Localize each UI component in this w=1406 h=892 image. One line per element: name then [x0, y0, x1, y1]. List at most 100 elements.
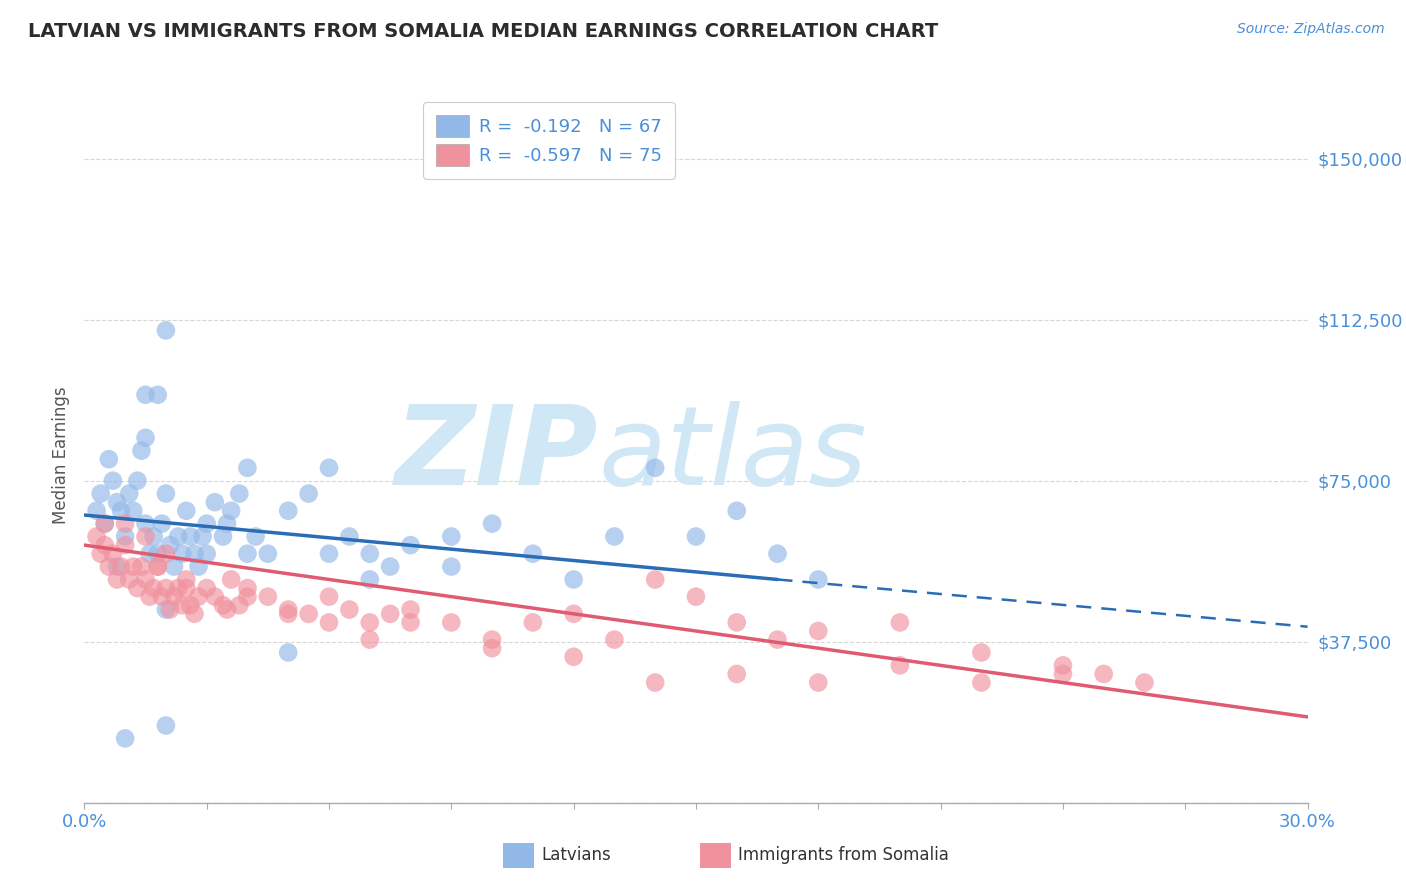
Point [685, 590, 707, 604]
Point [135, 388, 157, 402]
Point [110, 504, 132, 518]
Point [277, 602, 299, 616]
Point [725, 667, 748, 681]
Point [118, 573, 141, 587]
Point [155, 602, 177, 616]
Point [277, 504, 299, 518]
Point [399, 602, 422, 616]
Point [522, 547, 544, 561]
Point [167, 581, 190, 595]
Point [440, 559, 463, 574]
Point [195, 516, 218, 531]
Point [93, 538, 115, 552]
Point [217, 602, 239, 616]
Point [183, 547, 205, 561]
Point [127, 581, 149, 595]
Text: LATVIAN VS IMMIGRANTS FROM SOMALIA MEDIAN EARNINGS CORRELATION CHART: LATVIAN VS IMMIGRANTS FROM SOMALIA MEDIA… [28, 22, 938, 41]
Point [172, 547, 194, 561]
Point [122, 559, 145, 574]
Point [163, 590, 186, 604]
Point [97, 452, 120, 467]
Point [127, 474, 149, 488]
Y-axis label: Median Earnings: Median Earnings [52, 386, 70, 524]
Point [257, 590, 280, 604]
Point [159, 602, 181, 616]
Point [807, 675, 830, 690]
Point [359, 615, 381, 630]
Point [172, 599, 194, 613]
Point [644, 573, 666, 587]
Point [135, 573, 157, 587]
Point [889, 658, 911, 673]
Point [163, 559, 186, 574]
Point [245, 529, 267, 543]
Point [135, 516, 157, 531]
Point [380, 559, 402, 574]
Point [114, 516, 136, 531]
Point [195, 547, 218, 561]
Point [380, 607, 402, 621]
Point [236, 590, 259, 604]
Point [481, 516, 503, 531]
Point [399, 538, 422, 552]
Point [159, 538, 181, 552]
Point [277, 645, 299, 659]
Text: atlas: atlas [598, 401, 866, 508]
Point [187, 559, 209, 574]
Point [440, 529, 463, 543]
Point [562, 607, 585, 621]
Point [212, 599, 235, 613]
Point [1133, 675, 1156, 690]
Point [359, 632, 381, 647]
Point [101, 474, 124, 488]
Point [86, 504, 108, 518]
Point [114, 529, 136, 543]
Point [97, 559, 120, 574]
Point [195, 581, 218, 595]
Point [110, 559, 132, 574]
Point [155, 581, 177, 595]
Legend: R =  -0.192   N = 67, R =  -0.597   N = 75: R = -0.192 N = 67, R = -0.597 N = 75 [423, 103, 675, 178]
Point [725, 504, 748, 518]
Point [155, 718, 177, 732]
Point [685, 529, 707, 543]
Point [522, 615, 544, 630]
Point [86, 529, 108, 543]
Point [146, 547, 169, 561]
Point [131, 443, 153, 458]
Point [174, 504, 197, 518]
Point [318, 460, 340, 475]
Point [1052, 658, 1074, 673]
Point [236, 581, 259, 595]
Point [1052, 667, 1074, 681]
Point [167, 529, 190, 543]
Point [298, 486, 321, 500]
Point [277, 607, 299, 621]
Point [399, 615, 422, 630]
Point [114, 538, 136, 552]
Point [146, 559, 169, 574]
Point [155, 486, 177, 500]
Point [339, 529, 360, 543]
Point [142, 581, 165, 595]
Point [318, 615, 340, 630]
Point [174, 573, 197, 587]
Point [339, 602, 360, 616]
Point [807, 624, 830, 638]
Point [118, 486, 141, 500]
Point [766, 632, 789, 647]
Point [236, 460, 259, 475]
Point [228, 486, 250, 500]
Point [970, 645, 993, 659]
Point [105, 495, 128, 509]
Point [298, 607, 321, 621]
Point [889, 615, 911, 630]
Point [138, 590, 160, 604]
Point [318, 547, 340, 561]
Point [155, 323, 177, 337]
Point [150, 516, 173, 531]
Point [219, 504, 242, 518]
Point [191, 529, 214, 543]
Point [219, 573, 242, 587]
Point [257, 547, 280, 561]
